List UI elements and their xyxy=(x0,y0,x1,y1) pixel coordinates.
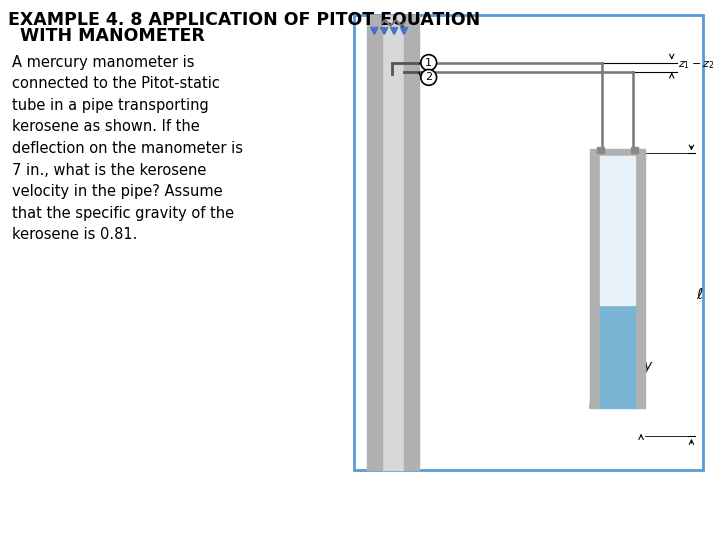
Text: $z_1-z_2$: $z_1-z_2$ xyxy=(678,59,714,71)
Bar xyxy=(354,15,703,470)
Bar xyxy=(631,146,638,153)
Circle shape xyxy=(420,70,436,85)
Circle shape xyxy=(420,55,436,70)
Text: WITH MANOMETER: WITH MANOMETER xyxy=(8,27,204,45)
Text: A mercury manometer is
connected to the Pitot-static
tube in a pipe transporting: A mercury manometer is connected to the … xyxy=(12,55,243,242)
Text: $\ell$: $\ell$ xyxy=(696,287,704,302)
Bar xyxy=(404,15,419,470)
Text: 1: 1 xyxy=(426,58,432,68)
Bar xyxy=(590,150,645,157)
Bar xyxy=(600,157,617,305)
Polygon shape xyxy=(600,390,635,408)
Bar xyxy=(635,157,645,408)
Bar xyxy=(590,157,600,408)
Text: 2: 2 xyxy=(425,72,432,83)
Polygon shape xyxy=(600,390,635,408)
Bar xyxy=(617,305,635,408)
Text: EXAMPLE 4. 8 APPLICATION OF PITOT EQUATION: EXAMPLE 4. 8 APPLICATION OF PITOT EQUATI… xyxy=(8,10,480,28)
Bar xyxy=(382,15,404,470)
Bar xyxy=(367,15,382,470)
Bar xyxy=(600,305,617,408)
Text: $y$: $y$ xyxy=(643,360,654,375)
Polygon shape xyxy=(590,381,645,408)
Bar xyxy=(597,146,603,153)
Bar xyxy=(617,157,635,305)
